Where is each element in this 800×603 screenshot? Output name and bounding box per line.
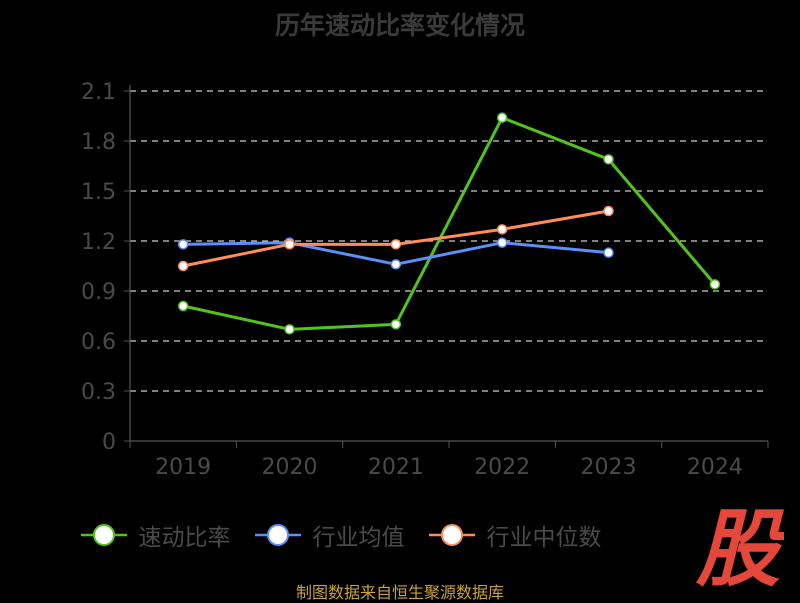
data-point-0 — [284, 324, 295, 335]
data-point-1 — [603, 247, 614, 258]
y-tick-label: 0.3 — [81, 380, 116, 405]
y-tick-label: 1.5 — [81, 180, 116, 205]
legend-item-industry-mean[interactable]: 行业均值 — [253, 518, 405, 552]
data-point-0 — [177, 300, 189, 312]
legend-label: 行业均值 — [312, 525, 405, 551]
x-tick-label: 2020 — [262, 455, 318, 480]
y-tick-label: 0.9 — [81, 280, 116, 305]
data-point-0 — [709, 279, 721, 290]
data-point-2 — [284, 239, 295, 250]
data-point-2 — [603, 205, 614, 217]
series-line-2 — [182, 209, 609, 268]
legend-label: 速动比率 — [138, 525, 231, 551]
data-point-2 — [390, 239, 402, 250]
legend-marker-icon — [428, 524, 475, 546]
chart-legend: 速动比率 行业均值 行业中位数 — [0, 518, 680, 552]
chart-title: 历年速动比率变化情况 — [274, 11, 525, 40]
legend-label: 行业中位数 — [486, 525, 602, 551]
data-point-0 — [496, 112, 508, 123]
y-tick-label: 0.6 — [81, 330, 116, 355]
data-point-0 — [603, 154, 614, 165]
legend-item-industry-median[interactable]: 行业中位数 — [427, 518, 602, 552]
series-line-0 — [182, 116, 716, 331]
x-tick-label: 2022 — [474, 455, 530, 480]
data-point-1 — [496, 237, 508, 248]
data-point-1 — [177, 239, 189, 250]
x-tick-label: 2021 — [368, 455, 424, 480]
legend-marker-icon — [80, 524, 127, 546]
y-tick-label: 1.2 — [81, 230, 116, 255]
data-point-1 — [390, 259, 402, 270]
stock-logo-icon: 股 — [695, 500, 784, 592]
data-point-2 — [177, 260, 189, 272]
data-point-0 — [390, 319, 402, 330]
data-point-2 — [496, 224, 508, 235]
x-tick-label: 2019 — [155, 455, 211, 480]
x-tick-label: 2023 — [581, 455, 637, 480]
legend-marker-icon — [254, 524, 301, 546]
logo-glyph: 股 — [695, 500, 784, 592]
data-source-note: 制图数据来自恒生聚源数据库 — [295, 583, 504, 602]
y-tick-label: 0 — [102, 430, 116, 455]
y-tick-label: 1.8 — [81, 130, 116, 155]
y-tick-label: 2.1 — [81, 80, 116, 105]
x-tick-label: 2024 — [687, 455, 743, 480]
legend-item-quick-ratio[interactable]: 速动比率 — [79, 518, 231, 552]
